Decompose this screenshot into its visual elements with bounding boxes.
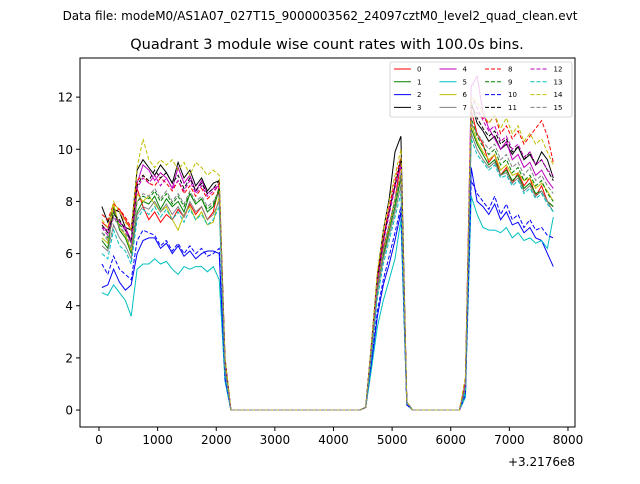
- legend-label-7: 7: [463, 104, 467, 112]
- y-tick-label: 0: [65, 404, 73, 418]
- legend-label-14: 14: [554, 91, 563, 99]
- x-tick-label: 6000: [435, 433, 466, 447]
- plot-frame: [79, 57, 576, 428]
- series-line-7: [101, 133, 554, 411]
- y-tick-label: 10: [58, 143, 73, 157]
- legend-label-1: 1: [417, 78, 421, 86]
- y-tick-label: 6: [65, 247, 73, 261]
- legend-label-10: 10: [508, 91, 517, 99]
- x-tick-label: 1000: [142, 433, 173, 447]
- series-line-2: [101, 167, 554, 411]
- y-tick-label: 12: [58, 91, 73, 105]
- y-tick-label: 4: [65, 299, 73, 313]
- legend-label-13: 13: [554, 78, 563, 86]
- x-offset-label: +3.2176e8: [508, 455, 575, 469]
- legend-label-0: 0: [417, 66, 421, 74]
- y-axis: 0 2 4 6 8 10 12: [58, 91, 80, 418]
- series-line-12: [101, 95, 554, 411]
- legend-label-8: 8: [508, 66, 512, 74]
- series-line-5: [101, 196, 554, 411]
- x-tick-label: 7000: [494, 433, 525, 447]
- chart-title: Quadrant 3 module wise count rates with …: [130, 37, 524, 53]
- y-tick-label: 8: [65, 195, 73, 209]
- x-tick-label: 5000: [377, 433, 408, 447]
- series-line-1: [101, 128, 554, 411]
- legend-label-15: 15: [554, 104, 563, 112]
- x-tick-label: 2000: [201, 433, 232, 447]
- series-line-9: [101, 117, 554, 411]
- x-tick-label: 4000: [318, 433, 349, 447]
- legend-box: [389, 61, 573, 118]
- x-tick-label: 0: [95, 433, 103, 447]
- series-line-4: [101, 74, 554, 411]
- legend-label-3: 3: [417, 104, 421, 112]
- legend-label-6: 6: [463, 91, 468, 99]
- series-line-13: [101, 138, 554, 411]
- series-layer: [101, 74, 554, 411]
- x-tick-label: 8000: [553, 433, 584, 447]
- legend-label-5: 5: [463, 78, 467, 86]
- legend-label-4: 4: [463, 66, 468, 74]
- legend-label-12: 12: [554, 66, 563, 74]
- series-line-10: [101, 180, 554, 411]
- series-line-14: [101, 96, 554, 411]
- legend-label-2: 2: [417, 91, 421, 99]
- chart-suptitle: Data file: modeM0/AS1A07_027T15_90000035…: [63, 9, 578, 23]
- x-tick-label: 3000: [260, 433, 291, 447]
- series-line-3: [101, 102, 554, 411]
- y-tick-label: 2: [65, 351, 73, 365]
- legend-label-11: 11: [508, 104, 517, 112]
- x-axis: 0 1000 2000 3000 4000 5000 6000 7000 8000: [95, 427, 583, 447]
- legend-label-9: 9: [508, 78, 512, 86]
- series-line-15: [101, 121, 554, 411]
